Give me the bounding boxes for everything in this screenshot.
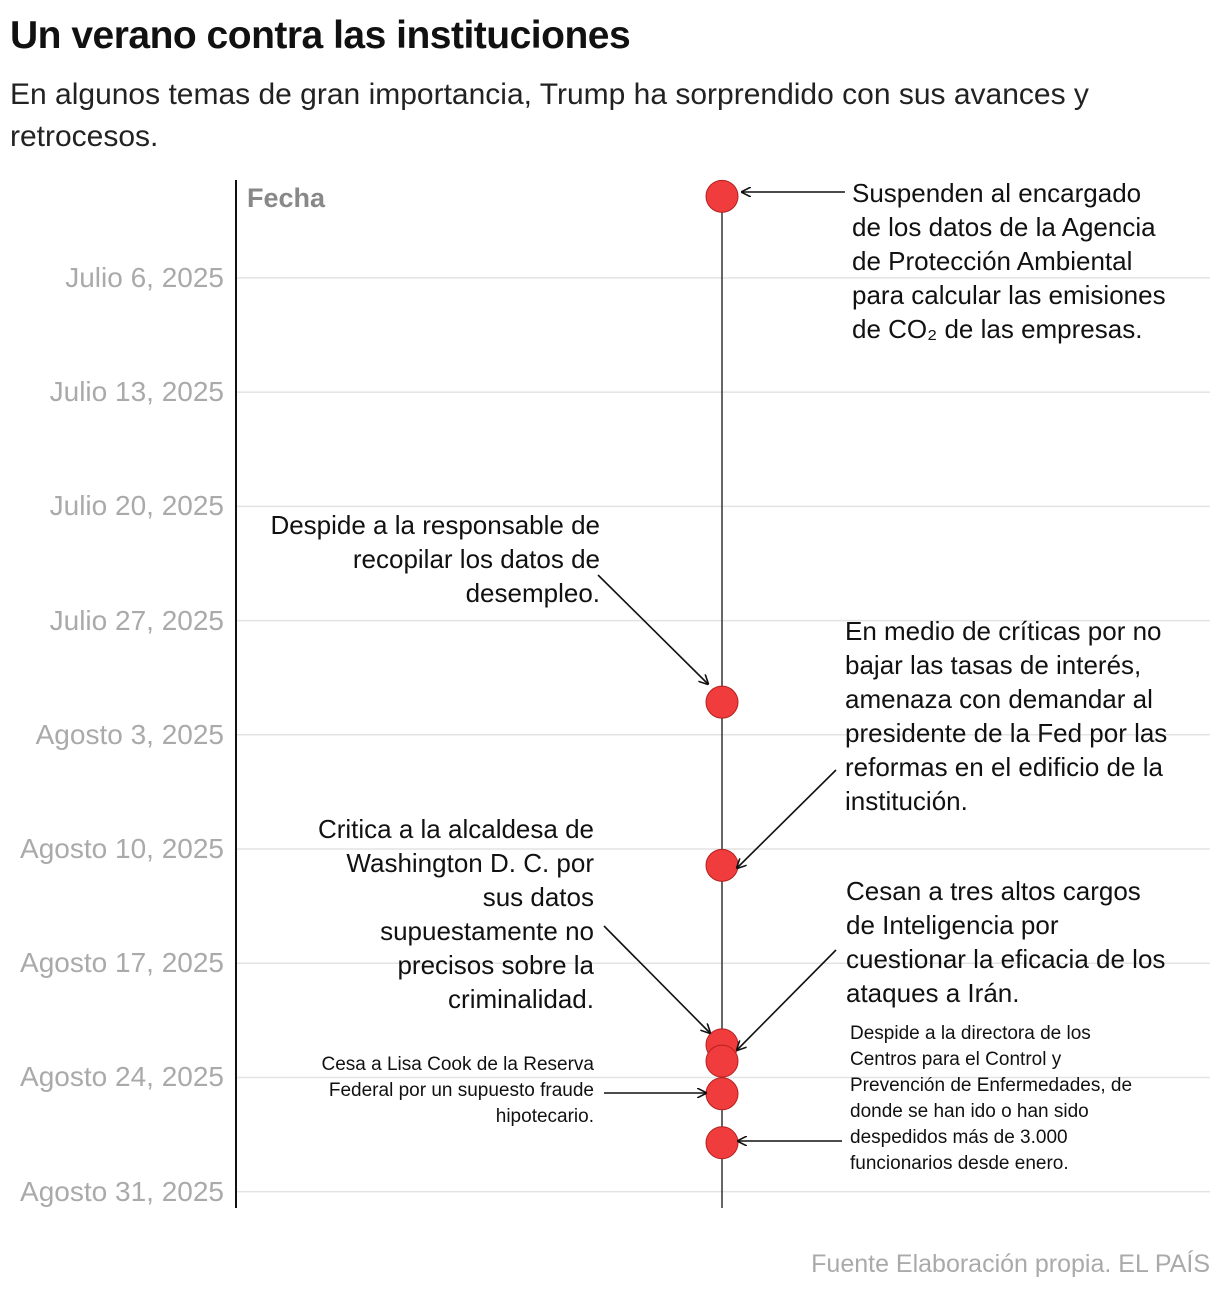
annotation-arrow [737,769,837,868]
event-label: En medio de críticas por no bajar las ta… [845,616,1168,816]
annotation-arrow [597,574,708,684]
y-tick-label: Julio 6, 2025 [65,261,224,293]
event-label: Cesa a Lisa Cook de la Reserva Federal p… [321,1054,594,1127]
y-tick-label: Agosto 17, 2025 [20,947,224,979]
event-dot [705,848,739,882]
y-tick-label: Agosto 24, 2025 [20,1061,224,1093]
source: Fuente Elaboración propia. EL PAÍS [811,1250,1210,1278]
y-tick-label: Agosto 10, 2025 [20,833,224,865]
y-axis-label: Fecha [247,183,326,213]
event-label: Despide a la directora de los Centros pa… [850,1023,1133,1174]
event-dot [705,1044,739,1078]
event-dot [705,1077,739,1111]
annotation-arrow [603,925,710,1033]
event-dot [705,1126,739,1160]
chart-subtitle: En algunos temas de gran importancia, Tr… [10,78,1089,153]
y-tick-label: Julio 20, 2025 [49,490,224,522]
event-dot [705,179,739,213]
y-tick-label: Agosto 31, 2025 [20,1175,224,1207]
event-label: Suspenden al encargado de los datos de l… [852,178,1166,344]
event-dot [705,685,739,719]
event-label: Cesan a tres altos cargos de Inteligenci… [846,876,1166,1008]
chart-title: Un verano contra las instituciones [10,14,631,57]
event-label: Despide a la responsable de recopilar lo… [270,510,600,608]
y-tick-label: Julio 27, 2025 [49,604,224,636]
y-tick-label: Agosto 3, 2025 [35,718,224,750]
annotation-arrow [737,949,837,1050]
event-label: Critica a la alcaldesa de Washington D. … [317,814,594,1014]
y-tick-label: Julio 13, 2025 [49,376,224,408]
